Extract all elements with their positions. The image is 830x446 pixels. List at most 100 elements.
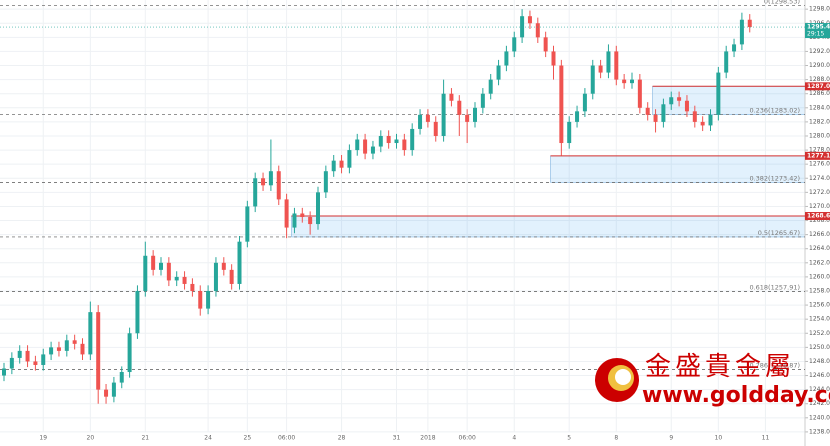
candle-body: [143, 255, 148, 291]
y-tick-label: 1282.00: [809, 118, 830, 125]
candle-body: [206, 290, 211, 309]
candle-body: [575, 111, 580, 122]
candle-body: [747, 19, 752, 28]
candle-body: [661, 104, 666, 122]
fib-label: 0.5(1265.67): [758, 229, 800, 237]
last-price-label: 1295.46: [807, 24, 830, 31]
candle-body: [598, 65, 603, 73]
candle-body: [9, 357, 14, 369]
x-tick-label: 19: [39, 435, 47, 442]
x-tick-label: 5: [567, 435, 571, 442]
x-tick-label: 31: [393, 435, 401, 442]
candle-body: [504, 51, 509, 66]
candle-body: [708, 114, 713, 126]
y-tick-label: 1298.00: [809, 6, 830, 13]
candle-body: [449, 93, 454, 101]
candle-body: [261, 178, 266, 186]
candle-body: [630, 79, 634, 84]
x-tick-label: 25: [244, 435, 252, 442]
candle-body: [567, 121, 572, 144]
candle-body: [111, 382, 116, 397]
zone: [291, 215, 806, 238]
y-tick-label: 1276.00: [809, 161, 830, 168]
price-marker-label: 1268.64: [807, 213, 830, 220]
y-tick-label: 1272.00: [809, 189, 830, 196]
y-tick-label: 1258.00: [809, 287, 830, 294]
zone: [550, 155, 806, 183]
candle-body: [276, 171, 281, 200]
price-marker: [805, 212, 830, 221]
candle-body: [292, 213, 297, 228]
candle-body: [159, 262, 163, 270]
y-tick-label: 1264.00: [809, 245, 830, 252]
candle-body: [582, 93, 587, 112]
candle-body: [2, 368, 6, 376]
price-marker-label: 1277.18: [807, 152, 830, 159]
fib-label: 0.618(1257.91): [749, 284, 800, 292]
candle-body: [284, 199, 289, 228]
candle-body: [559, 65, 564, 144]
candle-body: [25, 350, 30, 362]
candle-body: [386, 135, 391, 144]
candle-body: [425, 114, 430, 122]
candle-body: [724, 51, 729, 73]
candle-body: [268, 171, 273, 186]
candle-body: [41, 354, 46, 365]
candle-body: [645, 107, 650, 115]
candle-body: [221, 262, 226, 270]
candle-body: [151, 255, 156, 270]
candle-body: [732, 44, 737, 52]
y-tick-label: 1274.00: [809, 175, 830, 182]
y-tick-label: 1244.00: [809, 386, 830, 393]
candle-body: [669, 97, 674, 105]
fib-label: 0(1298.53): [764, 0, 800, 5]
x-tick-label: 11: [762, 435, 770, 442]
candle-body: [606, 51, 611, 73]
fib-label: 0.236(1283.02): [749, 107, 800, 115]
candle-body: [198, 290, 203, 309]
x-tick-label: 9: [669, 435, 673, 442]
candle-body: [229, 269, 234, 284]
price-marker: [805, 151, 830, 160]
candle-body: [56, 347, 61, 351]
candle-body: [457, 100, 462, 115]
candle-body: [527, 16, 532, 24]
candle-body: [213, 262, 218, 291]
candle-body: [535, 23, 540, 38]
candle-body: [190, 283, 195, 291]
candle-body: [614, 51, 619, 80]
x-tick-label: 06:00: [459, 435, 476, 442]
candle-body: [543, 37, 548, 52]
candle-body: [653, 114, 658, 122]
candle-body: [339, 160, 344, 168]
candle-body: [370, 146, 375, 154]
candle-body: [700, 121, 705, 126]
candle-body: [677, 97, 682, 101]
fib-label: 0.382(1273.42): [749, 174, 800, 182]
y-tick-label: 1240.00: [809, 414, 830, 421]
candle-body: [119, 372, 124, 383]
candle-body: [441, 93, 446, 136]
candle-body: [88, 312, 93, 355]
candle-body: [418, 114, 423, 129]
candle-body: [496, 65, 501, 80]
logo-shine: [615, 369, 631, 385]
y-tick-label: 1266.00: [809, 231, 830, 238]
candle-body: [49, 347, 54, 355]
candle-body: [80, 343, 85, 355]
last-price-marker: [805, 23, 830, 39]
y-tick-label: 1284.00: [809, 104, 830, 111]
candle-body: [551, 51, 556, 66]
y-tick-label: 1252.00: [809, 330, 830, 337]
candle-body: [308, 217, 313, 225]
candle-body: [316, 192, 320, 225]
candle-body: [410, 128, 415, 151]
candle-body: [355, 139, 360, 151]
candle-body: [378, 135, 383, 147]
brand-url: www.goldday.com: [642, 383, 830, 408]
candle-body: [684, 100, 689, 112]
y-tick-label: 1238.00: [809, 428, 830, 435]
x-tick-label: 4: [512, 435, 516, 442]
y-tick-label: 1254.00: [809, 316, 830, 323]
